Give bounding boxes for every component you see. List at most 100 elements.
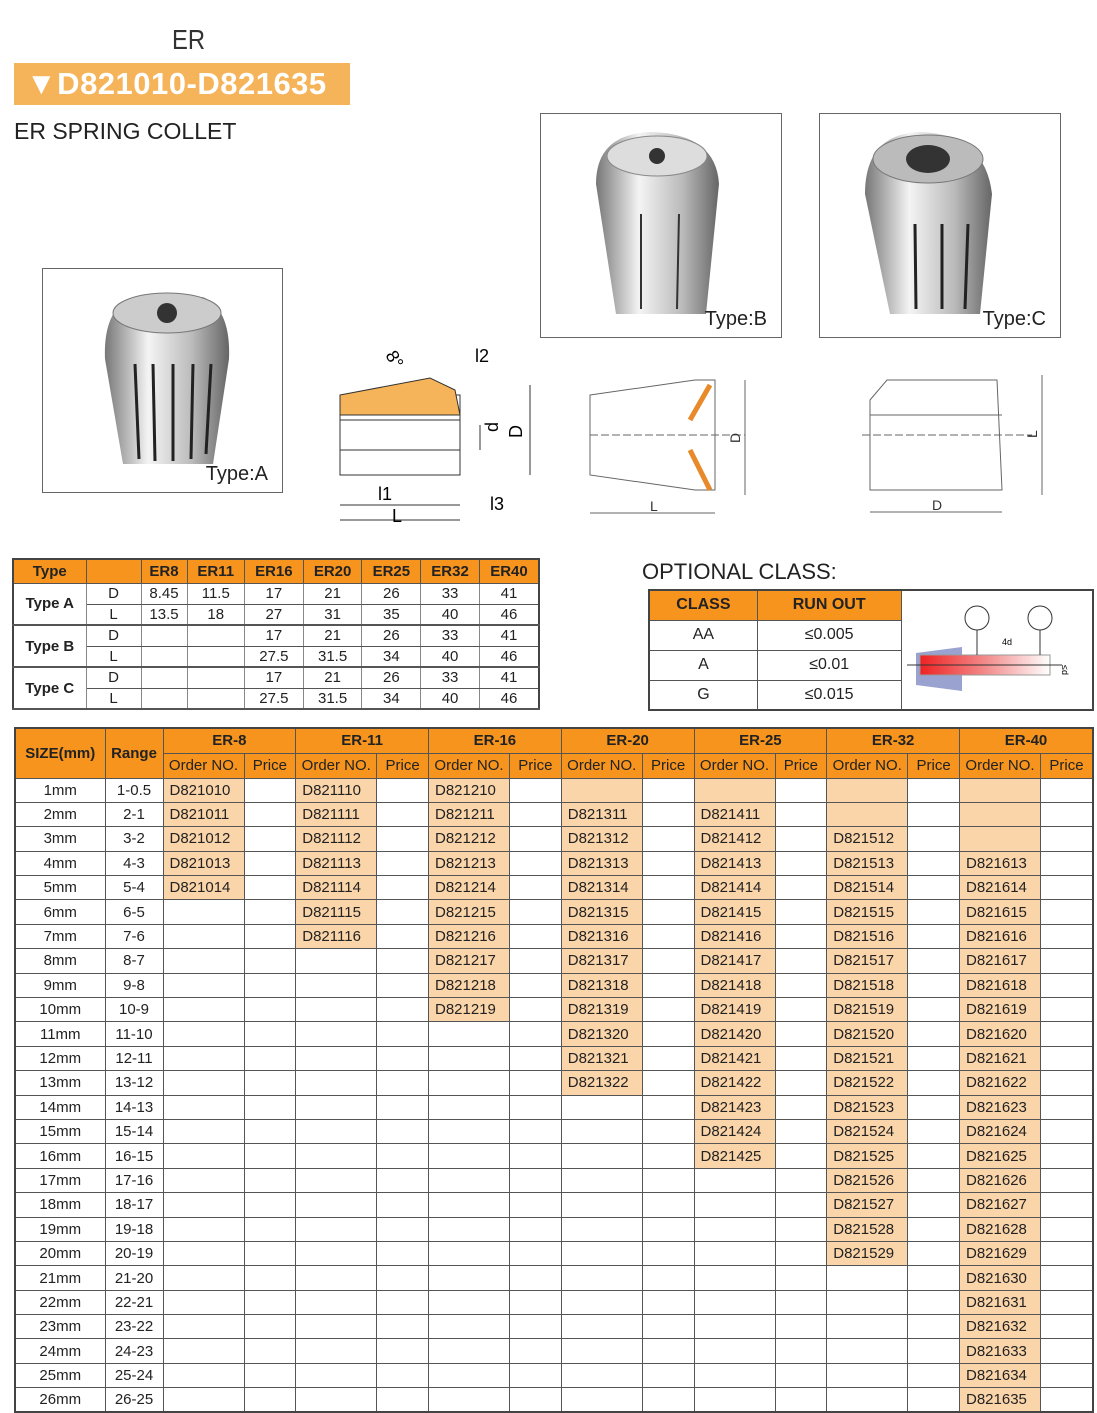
size-cell: 17mm	[14, 1167, 106, 1194]
price-header: Price	[376, 752, 429, 779]
order-no-cell	[693, 1387, 776, 1413]
price-cell	[376, 1045, 429, 1072]
order-no-cell: D821216	[428, 923, 510, 950]
range-cell: 14-13	[104, 1094, 164, 1120]
order-no-cell	[693, 1338, 776, 1364]
order-no-cell: D821419	[693, 997, 776, 1023]
order-no-cell: D821629	[959, 1240, 1041, 1267]
price-cell	[1040, 1021, 1094, 1047]
spec-value: 27.5	[244, 687, 304, 710]
order-no-cell	[162, 923, 245, 950]
photo-label: Type:A	[205, 463, 268, 485]
order-no-header: Order NO.	[295, 752, 378, 779]
range-cell: 7-6	[104, 923, 164, 950]
order-no-cell	[428, 1338, 510, 1364]
order-no-cell: D821316	[560, 923, 643, 950]
spec-header-row: Type ER8 ER11 ER16 ER20 ER25 ER32 ER40	[12, 558, 540, 584]
order-no-cell	[162, 1338, 245, 1364]
order-no-cell	[295, 1240, 378, 1267]
range-cell: 25-24	[104, 1362, 164, 1389]
order-no-cell: D821634	[959, 1362, 1041, 1389]
dim-cell: L	[85, 687, 142, 710]
price-cell	[243, 1387, 297, 1413]
price-cell	[641, 1289, 695, 1316]
price-cell	[509, 1094, 562, 1120]
dimension-spec-table: Type ER8 ER11 ER16 ER20 ER25 ER32 ER40 Type A D 8.…	[12, 558, 540, 710]
price-cell	[376, 1118, 429, 1145]
order-no-cell: D821320	[560, 1021, 643, 1047]
order-no-cell	[162, 1167, 245, 1194]
table-row: 11mm 11-10 D821320 D821420 D821520 D821620	[14, 1021, 1094, 1047]
dim-cell: D	[85, 666, 142, 689]
price-cell	[907, 1362, 960, 1389]
price-cell	[907, 1338, 960, 1364]
order-no-cell	[560, 1118, 643, 1145]
spec-header-cell: ER32	[420, 558, 480, 584]
order-no-header: Order NO.	[826, 752, 909, 779]
l1-label: l1	[378, 484, 392, 504]
price-cell	[509, 1070, 562, 1096]
class-header-row: CLASS RUN OUT 4d ≤d	[648, 589, 1094, 711]
price-cell	[1040, 923, 1094, 950]
spec-row: L 27.5 31.5 34 40 46	[13, 687, 540, 710]
order-no-cell: D821518	[826, 972, 909, 999]
order-no-cell	[162, 997, 245, 1023]
price-cell	[774, 1070, 828, 1096]
order-no-cell	[826, 1362, 909, 1389]
price-cell	[774, 923, 828, 950]
table-row: 19mm 19-18 D821528 D821628	[14, 1216, 1094, 1242]
order-no-cell: D821421	[693, 1045, 776, 1072]
series-header: ER-11	[295, 727, 429, 754]
price-cell	[243, 1021, 297, 1047]
size-cell: 12mm	[14, 1045, 106, 1072]
price-cell	[1040, 1387, 1094, 1413]
order-no-cell	[295, 1387, 378, 1413]
range-cell: 8-7	[104, 948, 164, 974]
order-no-cell: D821635	[959, 1387, 1041, 1413]
order-no-cell	[428, 1118, 510, 1145]
price-cell	[907, 826, 960, 852]
price-cell	[243, 850, 297, 877]
order-no-cell: D821311	[560, 801, 643, 828]
price-cell	[907, 801, 960, 828]
series-header: ER-20	[560, 727, 695, 754]
order-no-cell	[693, 1192, 776, 1218]
price-cell	[509, 1216, 562, 1242]
price-cell	[243, 899, 297, 925]
price-cell	[641, 1070, 695, 1096]
order-no-cell	[560, 1240, 643, 1267]
price-cell	[774, 850, 828, 877]
price-cell	[907, 923, 960, 950]
size-cell: 20mm	[14, 1240, 106, 1267]
price-cell	[509, 1192, 562, 1218]
size-cell: 24mm	[14, 1338, 106, 1364]
price-cell	[641, 1094, 695, 1120]
price-header: Price	[509, 752, 562, 779]
table-row: 12mm 12-11 D821321 D821421 D821521 D821621	[14, 1045, 1094, 1072]
order-no-cell: D821618	[959, 972, 1041, 999]
D-label: D	[932, 497, 942, 513]
spec-row: Type B D 17 21 26 33 41	[12, 624, 540, 668]
order-no-cell: D821423	[693, 1094, 776, 1120]
price-cell	[774, 1045, 828, 1072]
dim-cell: L	[85, 645, 142, 668]
order-no-cell	[560, 1338, 643, 1364]
price-cell	[509, 1289, 562, 1316]
price-cell	[641, 850, 695, 877]
order-no-cell: D821628	[959, 1216, 1041, 1242]
size-cell: 1mm	[14, 777, 106, 803]
order-no-cell: D821614	[959, 875, 1041, 901]
price-cell	[1040, 972, 1094, 999]
price-cell	[774, 948, 828, 974]
price-cell	[243, 1265, 297, 1291]
price-cell	[376, 997, 429, 1023]
order-no-cell	[428, 1216, 510, 1242]
order-no-cell	[428, 1021, 510, 1047]
range-cell: 22-21	[104, 1289, 164, 1316]
table-row: 18mm 18-17 D821527 D821627	[14, 1192, 1094, 1218]
order-no-cell	[428, 1240, 510, 1267]
order-no-cell	[693, 1314, 776, 1340]
price-cell	[376, 850, 429, 877]
code-range-banner: ▼D821010-D821635	[14, 63, 350, 105]
size-cell: 2mm	[14, 801, 106, 828]
